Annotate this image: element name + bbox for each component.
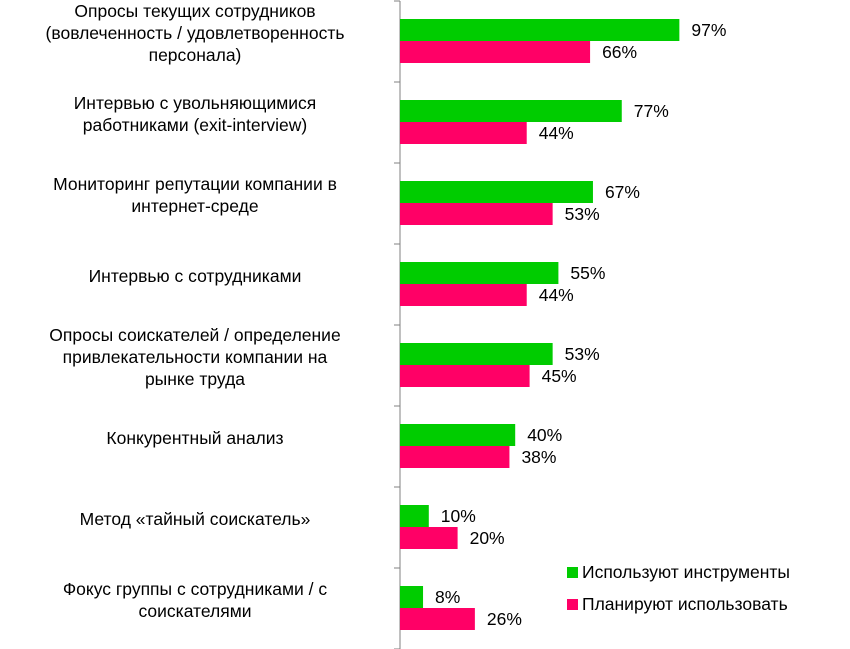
data-label-series1-cat7: 26% <box>487 609 522 629</box>
y-axis <box>394 0 401 649</box>
category-label-0: Опросы текущих сотрудников (вовлеченност… <box>45 1 345 65</box>
data-label-series1-cat0: 66% <box>602 42 637 62</box>
category-label-5: Конкурентный анализ <box>106 428 284 448</box>
bar-series1-cat7 <box>400 608 475 630</box>
data-label-series1-cat2: 53% <box>565 204 600 224</box>
legend-label-0: Используют инструменты <box>582 562 790 582</box>
legend-label-1: Планируют использовать <box>582 594 788 614</box>
bar-series1-cat0 <box>400 41 591 63</box>
data-label-series0-cat2: 67% <box>605 182 640 202</box>
bar-series1-cat1 <box>400 122 527 144</box>
data-label-series0-cat6: 10% <box>441 506 476 526</box>
data-label-series0-cat0: 97% <box>691 20 726 40</box>
data-label-series0-cat3: 55% <box>570 263 605 283</box>
bar-series0-cat1 <box>400 100 622 122</box>
legend-item-0: Используют инструменты <box>567 562 790 583</box>
data-label-series0-cat1: 77% <box>634 101 669 121</box>
category-label-2: Мониторинг репутации компании в интернет… <box>53 174 337 216</box>
bar-series1-cat6 <box>400 527 458 549</box>
legend-swatch-1 <box>567 599 578 610</box>
data-label-series1-cat5: 38% <box>521 447 556 467</box>
data-labels: 97%66%77%44%67%53%55%44%53%45%40%38%10%2… <box>435 20 726 629</box>
legend-swatch-0 <box>567 567 578 578</box>
bar-series1-cat4 <box>400 365 530 387</box>
category-label-1: Интервью с увольняющимися работниками (e… <box>73 93 317 135</box>
data-label-series0-cat7: 8% <box>435 587 460 607</box>
bar-series0-cat6 <box>400 505 429 527</box>
data-label-series1-cat6: 20% <box>470 528 505 548</box>
category-label-7: Фокус группы с сотрудниками / с соискате… <box>62 579 328 621</box>
bar-series1-cat5 <box>400 446 510 468</box>
bar-series0-cat7 <box>400 586 424 608</box>
data-label-series1-cat1: 44% <box>539 123 574 143</box>
bar-series0-cat2 <box>400 181 593 203</box>
bar-series0-cat5 <box>400 424 516 446</box>
category-label-3: Интервью с сотрудниками <box>88 266 302 286</box>
bar-series0-cat4 <box>400 343 553 365</box>
data-label-series1-cat4: 45% <box>542 366 577 386</box>
data-label-series0-cat4: 53% <box>565 344 600 364</box>
data-label-series0-cat5: 40% <box>527 425 562 445</box>
category-label-4: Опросы соискателей / определение привлек… <box>49 325 341 389</box>
category-label-6: Метод «тайный соискатель» <box>79 509 311 529</box>
data-label-series1-cat3: 44% <box>539 285 574 305</box>
bar-series0-cat0 <box>400 19 680 41</box>
bar-series0-cat3 <box>400 262 559 284</box>
bar-series1-cat2 <box>400 203 553 225</box>
bar-series1-cat3 <box>400 284 527 306</box>
legend-item-1: Планируют использовать <box>567 594 788 615</box>
bars <box>400 19 680 630</box>
